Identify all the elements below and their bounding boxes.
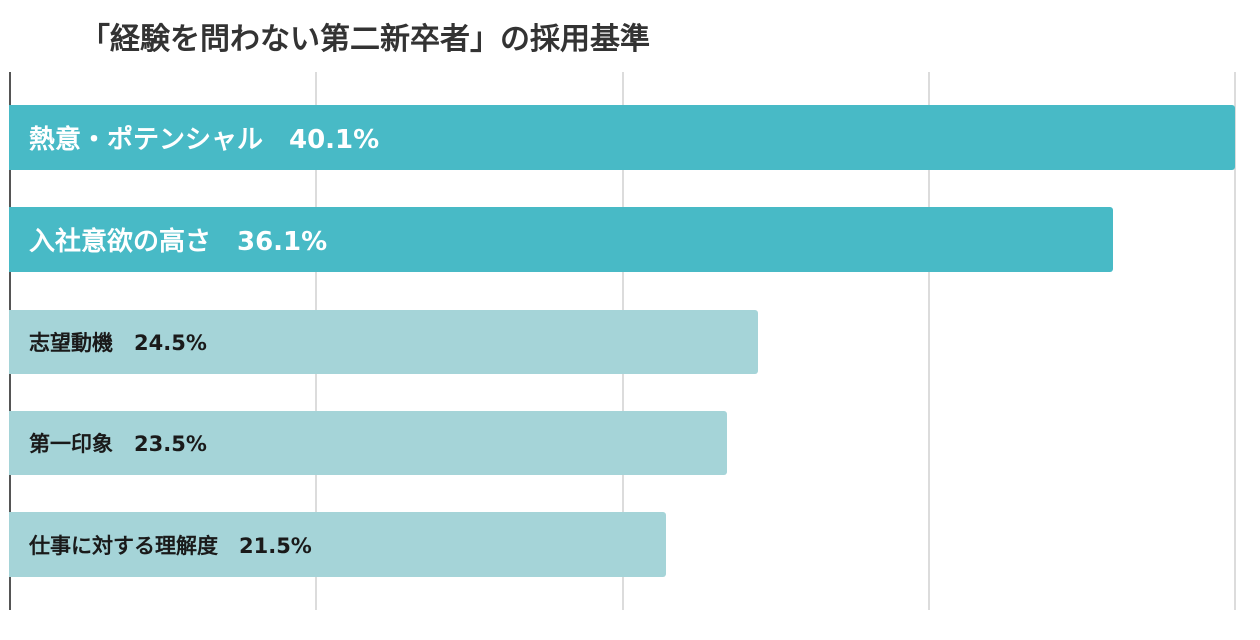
bar-label: 入社意欲の高さ 36.1%: [29, 227, 328, 257]
bar-label: 第一印象 23.5%: [29, 432, 207, 456]
bar-passion-potential: 熱意・ポテンシャル 40.1%: [9, 105, 1235, 170]
bar-label: 仕事に対する理解度 21.5%: [29, 533, 312, 558]
plot-area: 熱意・ポテンシャル 40.1% 入社意欲の高さ 36.1% 志望動機 24.5%…: [9, 72, 1236, 610]
gridline-30: [928, 72, 930, 610]
bar-label: 熱意・ポテンシャル 40.1%: [29, 125, 380, 155]
bar-motivation-to-join: 入社意欲の高さ 36.1%: [9, 207, 1113, 272]
bar-reason-for-applying: 志望動機 24.5%: [9, 310, 758, 374]
bar-label: 志望動機 24.5%: [29, 331, 207, 355]
bar-first-impression: 第一印象 23.5%: [9, 411, 727, 475]
bar-job-understanding: 仕事に対する理解度 21.5%: [9, 512, 666, 577]
gridline-40: [1234, 72, 1236, 610]
chart-title: 「経験を問わない第二新卒者」の採用基準: [80, 22, 650, 57]
